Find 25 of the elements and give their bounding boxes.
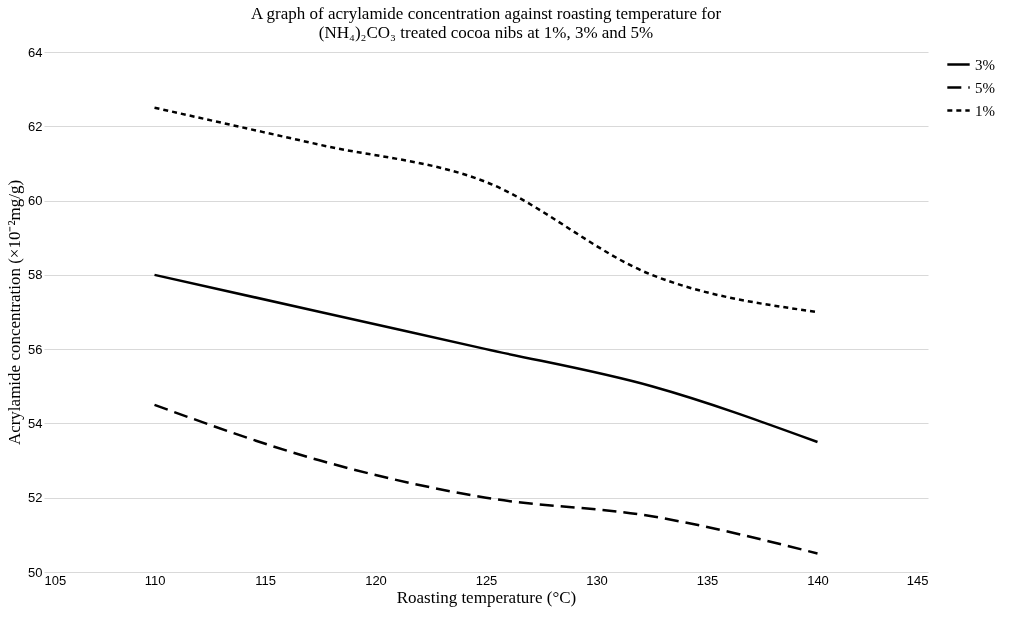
x-tick-label: 110 [144, 572, 166, 588]
x-tick-label: 145 [906, 572, 929, 588]
legend-label: 1% [975, 102, 995, 119]
x-tick-label: 130 [586, 572, 608, 588]
y-tick-label: 54 [28, 415, 43, 431]
y-tick-label: 60 [28, 193, 43, 209]
x-tick-label: 125 [475, 572, 498, 588]
y-tick-label: 56 [28, 341, 43, 357]
line-series [153, 273, 819, 444]
y-tick-label: 64 [28, 44, 43, 60]
y-tick-label: 62 [28, 118, 43, 134]
legend-label: 3% [975, 56, 995, 73]
x-tick-label: 135 [696, 572, 719, 588]
x-tick-label: 120 [365, 572, 387, 588]
line-series [153, 403, 819, 555]
chart-title: A graph of acrylamide concentration against roasting temperature for (NH₄)₂CO₃ treated cocoa nibs at 1%, 3% and 5% [250, 4, 722, 42]
x-axis-title: Roasting temperature (°C) [396, 587, 577, 607]
y-tick-label: 50 [28, 564, 43, 580]
legend-label: 5% [975, 79, 995, 96]
x-tick-label: 105 [44, 572, 67, 588]
y-tick-label: 52 [28, 490, 43, 506]
y-axis-title: Acrylamide concentration (×10⁻²mg/g) [5, 179, 25, 446]
x-tick-label: 140 [807, 572, 829, 588]
y-tick-label: 58 [28, 267, 43, 283]
x-tick-label: 115 [255, 572, 276, 588]
